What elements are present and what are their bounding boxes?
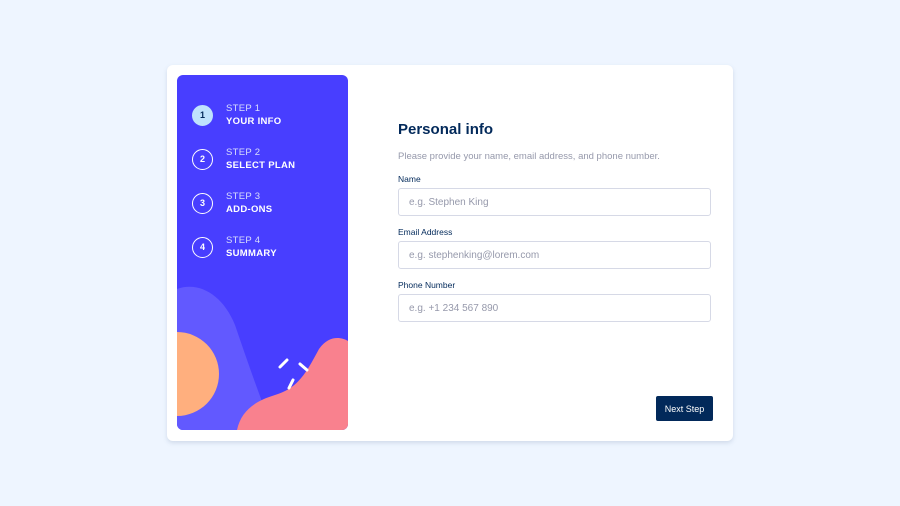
phone-field-group: Phone Number [398,280,711,322]
page-subtitle: Please provide your name, email address,… [398,151,660,162]
step-label: STEP 1 [226,102,261,114]
step-title: SELECT PLAN [226,159,296,171]
step-number-badge: 1 [192,104,213,126]
step-title: SUMMARY [226,247,277,259]
step-item-summary[interactable]: 4 STEP 4 SUMMARY [192,235,295,259]
email-input[interactable] [398,241,711,269]
orange-blob [177,332,219,416]
name-field-group: Name [398,174,711,216]
step-sidebar: 1 STEP 1 YOUR INFO 2 STEP 2 SELECT PLAN … [177,75,348,430]
personal-info-form: Personal info Please provide your name, … [398,121,711,322]
steps-list: 1 STEP 1 YOUR INFO 2 STEP 2 SELECT PLAN … [192,103,295,279]
phone-input[interactable] [398,294,711,322]
form-card: 1 STEP 1 YOUR INFO 2 STEP 2 SELECT PLAN … [167,65,733,441]
step-label: STEP 2 [226,146,261,158]
step-label: STEP 4 [226,234,261,246]
step-number-badge: 2 [192,148,213,170]
step-item-select-plan[interactable]: 2 STEP 2 SELECT PLAN [192,147,295,171]
name-label: Name [398,174,421,184]
sidebar-illustration [177,286,348,430]
step-title: YOUR INFO [226,115,282,127]
step-label: STEP 3 [226,190,261,202]
step-item-your-info[interactable]: 1 STEP 1 YOUR INFO [192,103,295,127]
page-title: Personal info [398,121,494,138]
pink-blob [237,338,348,430]
sparkle-icon [278,358,309,390]
name-input[interactable] [398,188,711,216]
phone-label: Phone Number [398,280,456,290]
step-number-badge: 4 [192,236,213,258]
step-item-add-ons[interactable]: 3 STEP 3 ADD-ONS [192,191,295,215]
email-field-group: Email Address [398,227,711,269]
step-number-badge: 3 [192,192,213,214]
next-step-button[interactable]: Next Step [656,396,713,421]
step-title: ADD-ONS [226,203,273,215]
email-label: Email Address [398,227,453,237]
